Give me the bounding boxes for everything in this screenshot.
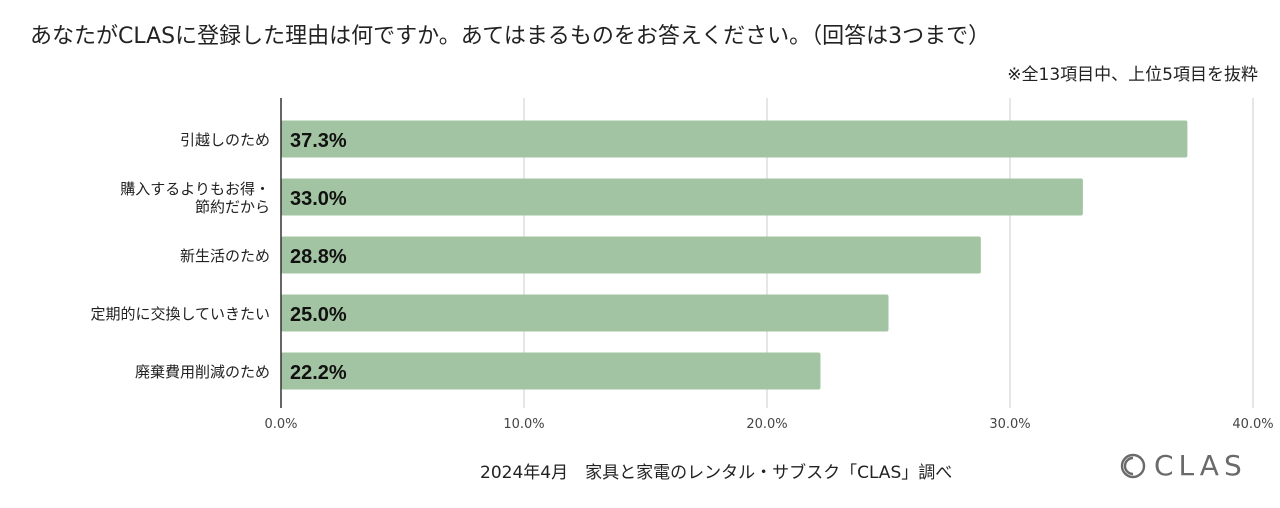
bar-chart: 0.0% 10.0% 20.0% 30.0% 40.0% 37.3% 引越しのため 33.0%… [90,98,1274,432]
x-tick-label: 20.0% [746,417,787,432]
category-label: 定期的に交換していきたい [90,305,270,323]
x-tick-label: 30.0% [989,417,1030,432]
x-tick-label: 40.0% [1232,417,1273,432]
bar [281,352,821,390]
category-label: 引越しのため [180,131,270,149]
data-label: 25.0% [290,304,347,326]
data-label: 22.2% [290,362,347,384]
category-label: 購入するよりもお得・節約だから [120,180,270,216]
chart-note: ※全13項目中、上位5項目を抜粋 [1007,65,1258,85]
bar [281,294,889,332]
source-footer: 2024年4月 家具と家電のレンタル・サブスク「CLAS」調べ [480,463,953,483]
data-label: 37.3% [290,130,347,152]
data-label: 33.0% [290,188,347,210]
category-label: 新生活のため [180,247,270,265]
x-tick-label: 10.0% [503,417,544,432]
chart-title: あなたがCLASに登録した理由は何ですか。あてはまるものをお答えください。（回答… [30,24,991,49]
data-label: 28.8% [290,246,347,268]
category-label: 廃棄費用削減のため [135,363,270,381]
clas-logo: CLAS [1120,449,1247,482]
x-tick-label: 0.0% [264,417,297,432]
clas-logo-icon [1120,453,1146,478]
bar [281,120,1188,158]
bar [281,178,1083,216]
logo-text: CLAS [1154,449,1247,482]
bar [281,236,981,274]
